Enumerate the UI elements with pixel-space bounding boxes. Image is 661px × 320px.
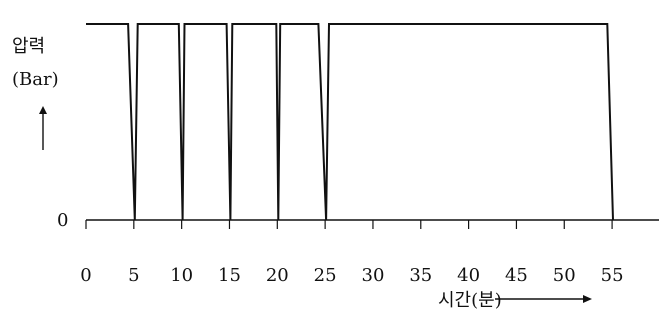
y-axis-label-line1: 압력 [12, 36, 45, 57]
x-tick-label: 10 [170, 265, 193, 286]
x-tick-label: 15 [218, 265, 241, 286]
pressure-series-line [86, 23, 614, 221]
x-tick-label: 0 [80, 265, 91, 286]
y-axis-label-line2: (Bar) [12, 69, 59, 90]
y-axis-arrow [39, 106, 47, 150]
x-tick-label: 40 [457, 265, 480, 286]
x-tick-label: 30 [362, 265, 385, 286]
x-tick-label: 50 [553, 265, 576, 286]
x-axis-arrow [495, 295, 592, 303]
x-tick-label: 55 [601, 265, 624, 286]
x-tick-label: 5 [128, 265, 139, 286]
y-tick-label-0: 0 [57, 210, 68, 231]
x-ticks [85, 220, 613, 229]
x-tick-label: 25 [314, 265, 337, 286]
x-tick-label: 20 [266, 265, 289, 286]
x-tick-labels: 0 5 10 15 20 25 30 35 40 45 50 55 [80, 265, 623, 286]
x-tick-label: 35 [409, 265, 432, 286]
x-axis-label: 시간(분) [438, 290, 502, 311]
x-tick-label: 45 [505, 265, 528, 286]
